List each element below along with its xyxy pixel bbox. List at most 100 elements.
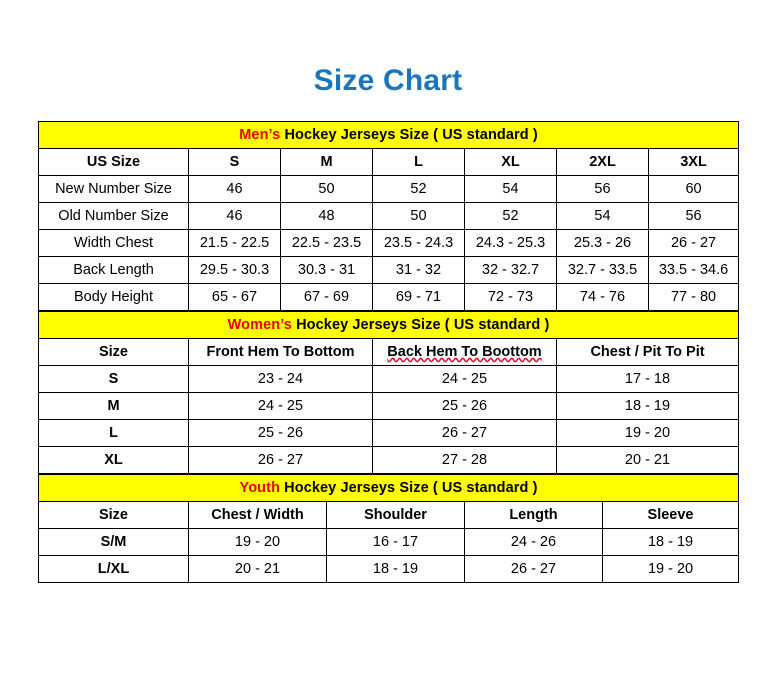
womens-cell-0-2: 17 - 18 — [555, 365, 740, 393]
size-tables: Men’s Hockey Jerseys Size ( US standard … — [37, 121, 740, 583]
mens-header-cell-3: L — [372, 148, 465, 176]
mens-cell-4-5: 77 - 80 — [647, 283, 740, 311]
mens-size-table: Men’s Hockey Jerseys Size ( US standard … — [37, 121, 740, 311]
mens-row-label-0: New Number Size — [38, 175, 189, 203]
table-row: XL 26 - 27 27 - 28 20 - 21 — [38, 446, 740, 474]
womens-cell-1-0: 24 - 25 — [188, 392, 373, 420]
youth-cell-1-2: 26 - 27 — [464, 555, 603, 583]
mens-section-band: Men’s Hockey Jerseys Size ( US standard … — [37, 121, 740, 149]
youth-cell-0-0: 19 - 20 — [188, 528, 327, 556]
womens-row-label-3: XL — [38, 446, 189, 474]
table-row: New Number Size 46 50 52 54 56 60 — [38, 175, 740, 203]
mens-cell-0-4: 56 — [556, 175, 649, 203]
mens-cell-2-1: 22.5 - 23.5 — [280, 229, 373, 257]
womens-size-table: Women’s Hockey Jerseys Size ( US standar… — [37, 311, 740, 474]
womens-row-label-1: M — [38, 392, 189, 420]
mens-header-cell-2: M — [280, 148, 373, 176]
mens-cell-0-5: 60 — [647, 175, 740, 203]
table-row: L/XL 20 - 21 18 - 19 26 - 27 19 - 20 — [38, 555, 740, 583]
mens-header-cell-5: 2XL — [556, 148, 649, 176]
mens-band-row: Men’s Hockey Jerseys Size ( US standard … — [37, 121, 740, 149]
youth-band-rest: Hockey Jerseys Size ( US standard ) — [280, 480, 538, 496]
womens-header-cell-1: Front Hem To Bottom — [188, 338, 373, 366]
table-row: M 24 - 25 25 - 26 18 - 19 — [38, 392, 740, 420]
youth-band-accent: Youth — [239, 480, 281, 496]
youth-section-band: Youth Hockey Jerseys Size ( US standard … — [37, 474, 740, 502]
youth-row-label-0: S/M — [38, 528, 189, 556]
mens-cell-0-3: 54 — [464, 175, 557, 203]
womens-band-accent: Women’s — [227, 317, 292, 333]
womens-cell-2-0: 25 - 26 — [188, 419, 373, 447]
mens-cell-4-2: 69 - 71 — [372, 283, 465, 311]
mens-cell-4-4: 74 - 76 — [556, 283, 649, 311]
mens-cell-3-3: 32 - 32.7 — [464, 256, 557, 284]
mens-cell-2-4: 25.3 - 26 — [556, 229, 649, 257]
mens-cell-2-3: 24.3 - 25.3 — [464, 229, 557, 257]
table-row: S 23 - 24 24 - 25 17 - 18 — [38, 365, 740, 393]
mens-row-label-3: Back Length — [38, 256, 189, 284]
youth-cell-0-2: 24 - 26 — [464, 528, 603, 556]
womens-cell-3-0: 26 - 27 — [188, 446, 373, 474]
table-row: L 25 - 26 26 - 27 19 - 20 — [38, 419, 740, 447]
mens-header-cell-6: 3XL — [647, 148, 740, 176]
mens-header-cell-4: XL — [464, 148, 557, 176]
mens-cell-1-2: 50 — [372, 202, 465, 230]
mens-cell-0-0: 46 — [188, 175, 281, 203]
mens-band-accent: Men’s — [239, 127, 281, 143]
mens-band-rest: Hockey Jerseys Size ( US standard ) — [280, 127, 538, 143]
womens-header-cell-0: Size — [38, 338, 189, 366]
womens-row-label-0: S — [38, 365, 189, 393]
mens-cell-0-1: 50 — [280, 175, 373, 203]
womens-cell-3-1: 27 - 28 — [372, 446, 557, 474]
womens-header-cell-2-text: Back Hem To Boottom — [387, 344, 542, 360]
mens-cell-1-3: 52 — [464, 202, 557, 230]
youth-header-row: Size Chest / Width Shoulder Length Sleev… — [38, 501, 740, 529]
mens-row-label-4: Body Height — [38, 283, 189, 311]
womens-cell-0-0: 23 - 24 — [188, 365, 373, 393]
mens-row-label-1: Old Number Size — [38, 202, 189, 230]
mens-cell-1-1: 48 — [280, 202, 373, 230]
page-title: Size Chart — [313, 64, 463, 97]
womens-cell-2-1: 26 - 27 — [372, 419, 557, 447]
youth-cell-1-1: 18 - 19 — [326, 555, 465, 583]
mens-cell-2-0: 21.5 - 22.5 — [188, 229, 281, 257]
womens-header-cell-3: Chest / Pit To Pit — [555, 338, 740, 366]
table-row: Width Chest 21.5 - 22.5 22.5 - 23.5 23.5… — [38, 229, 740, 257]
womens-section-band: Women’s Hockey Jerseys Size ( US standar… — [37, 311, 740, 339]
mens-cell-2-5: 26 - 27 — [647, 229, 740, 257]
youth-cell-1-3: 19 - 20 — [601, 555, 740, 583]
table-row: S/M 19 - 20 16 - 17 24 - 26 18 - 19 — [38, 528, 740, 556]
womens-band-rest: Hockey Jerseys Size ( US standard ) — [291, 317, 550, 333]
mens-cell-3-0: 29.5 - 30.3 — [188, 256, 281, 284]
mens-cell-4-1: 67 - 69 — [280, 283, 373, 311]
mens-cell-0-2: 52 — [372, 175, 465, 203]
mens-cell-3-4: 32.7 - 33.5 — [556, 256, 649, 284]
mens-header-cell-1: S — [188, 148, 281, 176]
mens-cell-2-2: 23.5 - 24.3 — [372, 229, 465, 257]
table-row: Old Number Size 46 48 50 52 54 56 — [38, 202, 740, 230]
mens-row-label-2: Width Chest — [38, 229, 189, 257]
womens-row-label-2: L — [38, 419, 189, 447]
table-row: Back Length 29.5 - 30.3 30.3 - 31 31 - 3… — [38, 256, 740, 284]
youth-header-cell-4: Sleeve — [601, 501, 740, 529]
womens-cell-1-2: 18 - 19 — [555, 392, 740, 420]
mens-cell-4-3: 72 - 73 — [464, 283, 557, 311]
womens-cell-3-2: 20 - 21 — [555, 446, 740, 474]
mens-header-cell-0: US Size — [38, 148, 189, 176]
mens-cell-3-2: 31 - 32 — [372, 256, 465, 284]
womens-header-row: Size Front Hem To Bottom Back Hem To Boo… — [38, 338, 740, 366]
youth-row-label-1: L/XL — [38, 555, 189, 583]
youth-header-cell-2: Shoulder — [326, 501, 465, 529]
youth-cell-0-1: 16 - 17 — [326, 528, 465, 556]
youth-header-cell-3: Length — [464, 501, 603, 529]
mens-cell-3-5: 33.5 - 34.6 — [647, 256, 740, 284]
womens-cell-2-2: 19 - 20 — [555, 419, 740, 447]
mens-cell-4-0: 65 - 67 — [188, 283, 281, 311]
mens-header-row: US Size S M L XL 2XL 3XL — [38, 148, 740, 176]
womens-band-row: Women’s Hockey Jerseys Size ( US standar… — [37, 311, 740, 339]
youth-header-cell-1: Chest / Width — [188, 501, 327, 529]
womens-header-cell-2: Back Hem To Boottom — [372, 338, 557, 366]
youth-header-cell-0: Size — [38, 501, 189, 529]
womens-cell-1-1: 25 - 26 — [372, 392, 557, 420]
